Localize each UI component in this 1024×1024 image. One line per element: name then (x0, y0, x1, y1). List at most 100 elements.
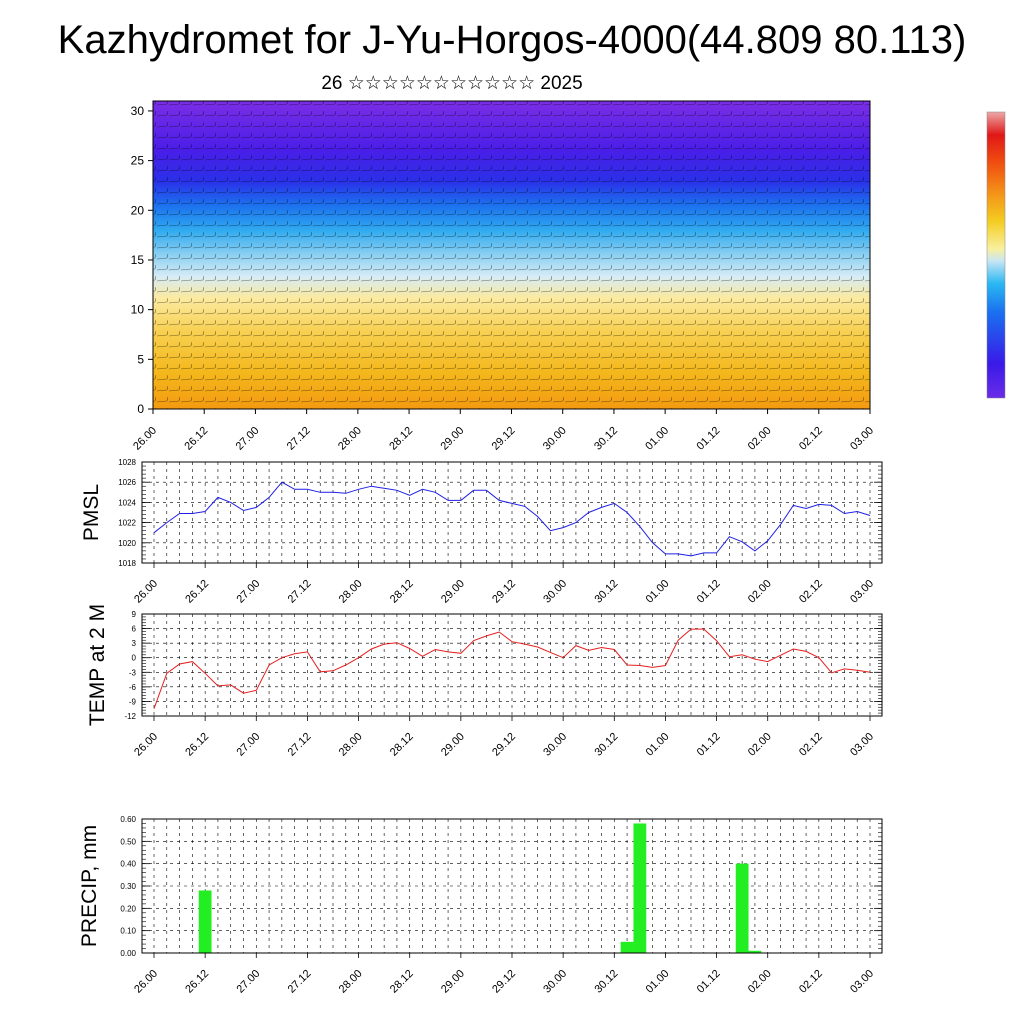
x-tick-label: 26.00 (131, 425, 159, 453)
temp-panel: 9 6 3 0 -3 -6 -9 -12 26.00 26.12 27.00 27.12 28.00 28… (86, 604, 883, 759)
x-tick-label: 01.12 (695, 578, 723, 606)
x-tick-label: 28.00 (337, 731, 365, 759)
x-tick-label: 29.12 (490, 578, 518, 606)
x-tick-label: 29.00 (439, 968, 467, 996)
y-axis-label: PMSL (80, 484, 103, 541)
y-tick-label: 1026 (118, 478, 136, 487)
x-tick-label: 28.12 (387, 425, 415, 453)
x-tick-label: 03.00 (848, 968, 876, 996)
x-tick-label: 30.00 (541, 425, 569, 453)
x-tick-label: 27.00 (234, 578, 262, 606)
x-tick-label: 01.12 (695, 968, 723, 996)
x-tick-label: 02.12 (797, 578, 825, 606)
y-tick-label: 25 (131, 154, 145, 168)
x-tick-label: 30.00 (541, 731, 569, 759)
colorbar-scale (986, 111, 1006, 399)
x-tick-label: 27.12 (286, 968, 314, 996)
x-tick-label: 02.00 (746, 968, 774, 996)
x-tick-label: 26.00 (132, 578, 160, 606)
y-tick-label: 0 (132, 654, 137, 663)
x-tick-label: 02.00 (746, 731, 774, 759)
x-tick-label: 28.00 (336, 425, 364, 453)
x-tick-label: 30.12 (592, 968, 620, 996)
cross-section-panel (152, 100, 871, 410)
x-tick-label: 28.12 (388, 578, 416, 606)
y-tick-label: 3 (132, 639, 137, 648)
x-tick-label: 26.00 (132, 968, 160, 996)
y-tick-label: 1022 (118, 519, 136, 528)
x-tick-label: 26.12 (182, 425, 210, 453)
y-tick-label: 1024 (118, 498, 136, 507)
precip-bar (633, 823, 647, 953)
y-tick-label: -3 (129, 668, 137, 677)
y-tick-label: -12 (124, 712, 136, 721)
y-tick-label: -6 (129, 683, 137, 692)
x-tick-label: 02.00 (746, 578, 774, 606)
y-axis-label: TEMP at 2 M (86, 604, 109, 726)
y-tick-label: 6 (132, 625, 137, 634)
series-line (153, 481, 871, 557)
y-tick-label: 1028 (118, 458, 136, 467)
y-tick-label: -9 (129, 697, 137, 706)
x-tick-label: 03.00 (848, 731, 876, 759)
x-tick-label: 27.12 (285, 425, 313, 453)
x-tick-label: 30.12 (592, 731, 620, 759)
x-tick-label: 28.00 (337, 968, 365, 996)
y-tick-label: 0.20 (120, 904, 136, 913)
x-tick-label: 30.00 (541, 578, 569, 606)
precip-bar (735, 863, 749, 953)
y-tick-label: 0.50 (120, 837, 136, 846)
plot-frame (141, 613, 883, 717)
colorbar (986, 111, 1006, 399)
x-tick-label: 27.00 (234, 968, 262, 996)
y-tick-label: 15 (131, 253, 145, 267)
x-tick-label: 29.12 (490, 968, 518, 996)
x-tick-label: 01.00 (644, 731, 672, 759)
x-tick-label: 27.00 (234, 731, 262, 759)
x-tick-label: 03.00 (848, 578, 876, 606)
y-tick-label: 9 (132, 610, 137, 619)
x-tick-label: 29.00 (438, 425, 466, 453)
plot-frame (141, 818, 883, 954)
x-tick-label: 01.12 (695, 425, 723, 453)
x-tick-label: 26.12 (183, 968, 211, 996)
y-tick-label: 0.30 (120, 882, 136, 891)
y-tick-label: 0.60 (120, 815, 136, 824)
x-tick-label: 28.12 (388, 968, 416, 996)
y-tick-label: 0.00 (120, 949, 136, 958)
x-tick-label: 28.00 (337, 578, 365, 606)
precip-bar (198, 890, 212, 953)
y-tick-label: 10 (131, 303, 145, 317)
x-tick-label: 26.12 (183, 578, 211, 606)
x-tick-label: 01.00 (643, 425, 671, 453)
x-tick-label: 01.00 (644, 578, 672, 606)
y-tick-label: 0.10 (120, 927, 136, 936)
y-tick-label: 0 (137, 402, 144, 416)
precip-bar (748, 950, 762, 953)
x-tick-label: 03.00 (848, 425, 876, 453)
y-tick-label: 1018 (118, 559, 136, 568)
series-line (153, 628, 871, 709)
y-tick-label: 5 (137, 352, 144, 366)
plot-frame (141, 461, 883, 564)
x-tick-label: 30.00 (541, 968, 569, 996)
x-tick-label: 02.00 (746, 425, 774, 453)
precip-bar (620, 941, 634, 953)
chart-title: Kazhydromet for J-Yu-Horgos-4000(44.809 … (57, 18, 967, 62)
x-tick-label: 30.12 (592, 578, 620, 606)
x-tick-label: 28.12 (388, 731, 416, 759)
x-tick-label: 26.12 (183, 731, 211, 759)
y-tick-label: 1020 (118, 539, 136, 548)
y-axis-label: PRECIP, mm (78, 825, 101, 947)
chart-subtitle: 26 ☆☆☆☆☆☆☆☆☆☆☆ 2025 (321, 73, 583, 94)
x-tick-label: 01.12 (695, 731, 723, 759)
x-tick-label: 29.00 (439, 578, 467, 606)
x-tick-label: 29.12 (490, 425, 518, 453)
x-tick-label: 01.00 (644, 968, 672, 996)
pmsl-panel: 1028 1026 1024 1022 1020 1018 26.00 26.12 27.00 2… (80, 458, 883, 606)
wind-barbs-overlay (153, 101, 870, 409)
x-tick-label: 30.12 (592, 425, 620, 453)
x-tick-label: 27.12 (286, 578, 314, 606)
x-tick-label: 27.00 (234, 425, 262, 453)
